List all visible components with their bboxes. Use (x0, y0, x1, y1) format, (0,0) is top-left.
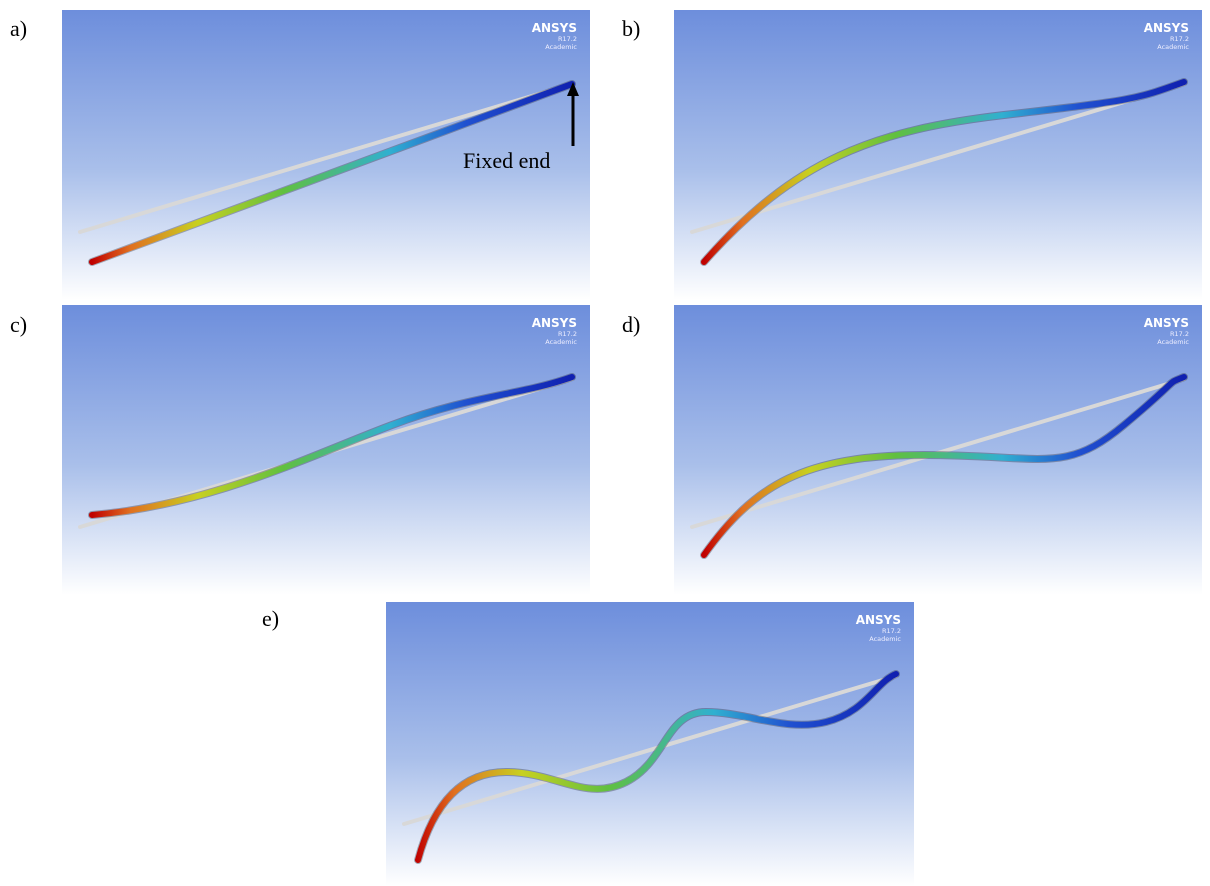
logo-version: R17.2 (558, 330, 577, 338)
logo-name: ANSYS (1144, 316, 1189, 330)
logo-version: R17.2 (882, 627, 901, 635)
panel-label: c) (10, 312, 27, 338)
logo-name: ANSYS (856, 613, 901, 627)
panel-label: d) (622, 312, 640, 338)
panel-label: e) (262, 606, 279, 632)
logo-edition: Academic (869, 635, 901, 643)
annotation: Fixed end (463, 148, 550, 174)
logo-name: ANSYS (532, 21, 577, 35)
logo-edition: Academic (1157, 43, 1189, 51)
logo-name: ANSYS (1144, 21, 1189, 35)
panel-label: a) (10, 16, 27, 42)
logo-name: ANSYS (532, 316, 577, 330)
logo-version: R17.2 (1170, 330, 1189, 338)
arrow (560, 80, 590, 150)
logo-version: R17.2 (558, 35, 577, 43)
logo-edition: Academic (545, 43, 577, 51)
logo-edition: Academic (1157, 338, 1189, 346)
panel-label: b) (622, 16, 640, 42)
figure: a) b) c) d) e) ANSYSR17.2Academic (0, 0, 1210, 886)
logo-edition: Academic (545, 338, 577, 346)
logo-version: R17.2 (1170, 35, 1189, 43)
